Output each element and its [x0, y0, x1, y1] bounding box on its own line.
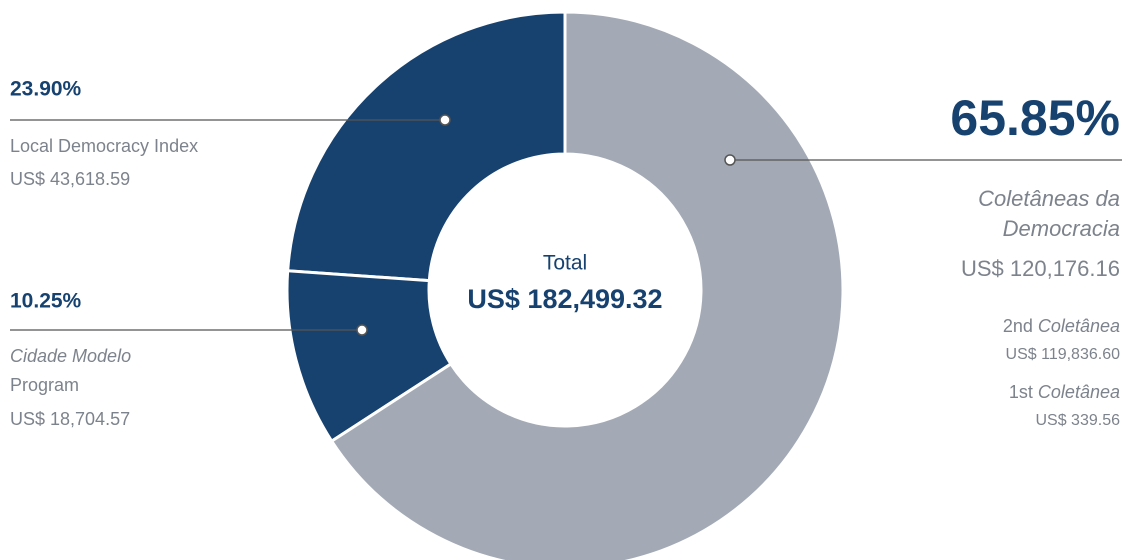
breakdown-amount: US$ 119,836.60: [1006, 346, 1121, 363]
leader-dot: [356, 324, 368, 336]
slice-label: Program: [10, 375, 79, 395]
slice-amount: US$ 120,176.16: [961, 256, 1120, 281]
percent-label: 10.25%: [10, 290, 82, 313]
breakdown-ordinal: 2nd: [1003, 316, 1033, 336]
breakdown-ordinal: 1st: [1009, 382, 1033, 402]
slice-label: Cidade Modelo: [10, 346, 131, 366]
donut-slice: [285, 269, 453, 444]
leader-dot: [724, 154, 736, 166]
breakdown-label: 2nd Coletânea: [1003, 316, 1120, 336]
slice-label: Coletâneas da: [978, 186, 1120, 211]
breakdown-amount: US$ 339.56: [1035, 412, 1120, 429]
slice-amount: US$ 18,704.57: [10, 409, 130, 429]
leader-dot: [439, 114, 451, 126]
percent-label: 23.90%: [10, 78, 82, 101]
breakdown-name: Coletânea: [1038, 316, 1120, 336]
center-title: Total: [543, 252, 587, 275]
donut-slice: [329, 10, 845, 560]
center-value: US$ 182,499.32: [467, 284, 662, 314]
slice-label: Democracia: [1003, 216, 1120, 241]
slice-amount: US$ 43,618.59: [10, 169, 130, 189]
breakdown-label: 1st Coletânea: [1009, 382, 1120, 402]
breakdown-name: Coletânea: [1038, 382, 1120, 402]
donut-slice: [286, 10, 567, 283]
slice-label: Local Democracy Index: [10, 136, 198, 156]
percent-label: 65.85%: [950, 90, 1120, 146]
